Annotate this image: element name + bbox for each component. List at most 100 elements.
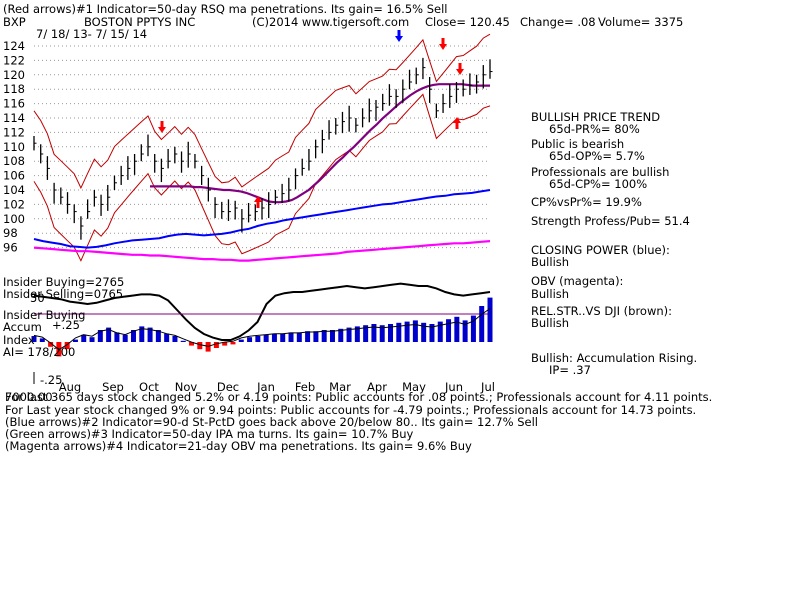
- y-tick-label: 96: [3, 241, 18, 255]
- month-label: Aug: [59, 380, 81, 394]
- accum-bar: [31, 336, 37, 342]
- accum-label: Accum: [3, 320, 42, 334]
- upper-band: [33, 33, 491, 190]
- accum-bar: [437, 321, 443, 342]
- accum-bar: [72, 339, 78, 342]
- rel-str-line: [33, 282, 491, 341]
- accum-bar: [446, 319, 452, 342]
- accum-bar: [197, 342, 203, 350]
- month-label: Jul: [480, 380, 495, 394]
- accum-bar: [122, 334, 128, 342]
- accum-bar: [172, 336, 178, 342]
- red-sell-arrow: [456, 63, 464, 75]
- accum-bar: [238, 339, 244, 342]
- accum-bar: [388, 324, 394, 342]
- month-label: Oct: [139, 380, 159, 394]
- footer-line-5: (Magenta arrows)#4 Indicator=21-day OBV …: [5, 439, 472, 453]
- accum-bar: [288, 332, 294, 342]
- month-label: Sep: [102, 380, 124, 394]
- y-tick-label: 114: [3, 111, 25, 125]
- accum-ma-line: [33, 308, 491, 351]
- obv-label: OBV (magenta):: [531, 274, 624, 288]
- accum-bar: [470, 315, 476, 342]
- price-trend-value: 65d-PR%= 80%: [549, 122, 640, 136]
- month-label: Nov: [175, 380, 198, 394]
- bollinger-bands: [33, 33, 491, 262]
- accum-bar: [247, 337, 253, 342]
- cp-vs-pr: CP%vsPr%= 19.9%: [531, 195, 642, 209]
- ai-value: AI= 178/200: [3, 345, 76, 359]
- month-label: May: [402, 380, 426, 394]
- month-label: Apr: [367, 380, 387, 394]
- obv-status: Bullish: [531, 287, 570, 301]
- footer-line-3: (Blue arrows)#2 Indicator=90-d St-PctD g…: [5, 415, 538, 429]
- rel-str-status: Bullish: [531, 316, 570, 330]
- month-label: Mar: [329, 380, 351, 394]
- accum-bar: [64, 342, 70, 350]
- y-tick-label: 118: [3, 82, 25, 96]
- volume-value: Volume= 3375: [598, 15, 684, 29]
- closing-power-status: Bullish: [531, 255, 570, 269]
- professionals-title: Professionals are bullish: [531, 165, 670, 179]
- date-range: 7/ 18/ 13- 7/ 15/ 14: [36, 27, 148, 41]
- accum-bar: [479, 306, 485, 342]
- accum-bar: [189, 342, 195, 346]
- closing-power-line: [33, 189, 491, 249]
- accum-bar: [263, 334, 269, 342]
- index-label: Index: [3, 333, 35, 347]
- ip-value: IP= .37: [549, 363, 591, 377]
- accum-bar: [155, 330, 161, 342]
- accum-bar: [396, 322, 402, 342]
- accum-bar: [255, 336, 261, 342]
- public-value: 65d-OP%= 5.7%: [549, 149, 645, 163]
- public-title: Public is bearish: [531, 137, 625, 151]
- footer-line-2: For Last year stock changed 9% or 9.94 p…: [5, 403, 697, 417]
- y-tick-label: 104: [3, 183, 25, 197]
- red-buy-arrow: [453, 117, 461, 129]
- accum-bar: [421, 322, 427, 342]
- accum-bar: [329, 330, 335, 342]
- accum-bar: [106, 327, 112, 342]
- change-value: Change= .08: [520, 15, 596, 29]
- y-tick-label: 108: [3, 154, 25, 168]
- lower-band: [33, 93, 491, 262]
- insider-selling: Insider Selling=0765: [3, 287, 124, 301]
- indicator-panel: [31, 189, 493, 384]
- x-axis-months: Aug Sep Oct Nov Dec Jan Feb Mar Apr May Jun Jul: [59, 380, 495, 394]
- accum-minus-25: -.25: [40, 373, 63, 387]
- accum-bar: [321, 330, 327, 342]
- accum-bar: [429, 324, 435, 342]
- footer-line-4: (Green arrows)#3 Indicator=50-day IPA ma…: [5, 427, 414, 441]
- month-label: Feb: [295, 380, 315, 394]
- y-tick-label: 110: [3, 140, 25, 154]
- accumulation-note: Bullish: Accumulation Rising.: [531, 351, 698, 365]
- red-sell-arrow: [439, 38, 447, 50]
- accum-bar: [213, 342, 219, 348]
- accum-bar: [147, 327, 153, 342]
- accum-bar: [412, 320, 418, 342]
- price-bars: [33, 57, 493, 240]
- red-buy-arrow: [254, 196, 262, 208]
- y-tick-label: 98: [3, 226, 18, 240]
- red-sell-arrow: [158, 121, 166, 133]
- accum-bar: [363, 325, 369, 342]
- accum-bar: [81, 334, 87, 342]
- close-value: Close= 120.45: [425, 15, 510, 29]
- y-tick-label: 122: [3, 53, 25, 67]
- signal-arrows: [158, 30, 464, 208]
- accum-bar: [130, 330, 136, 342]
- rel-str-label: REL.STR..VS DJI (brown):: [531, 304, 673, 318]
- footer-line-1: For last 365 days stock changed 5.2% or …: [5, 390, 713, 404]
- accum-bar: [296, 332, 302, 342]
- y-tick-label: 116: [3, 97, 25, 111]
- accum-bar: [462, 320, 468, 342]
- accum-bar: [371, 324, 377, 342]
- accum-bar: [48, 342, 54, 347]
- accum-bar: [39, 338, 45, 342]
- obv-line: [33, 240, 491, 262]
- month-label: Jun: [444, 380, 463, 394]
- accum-bar: [89, 337, 95, 342]
- price-trend-title: BULLISH PRICE TREND: [531, 110, 661, 124]
- accum-bar: [354, 326, 360, 342]
